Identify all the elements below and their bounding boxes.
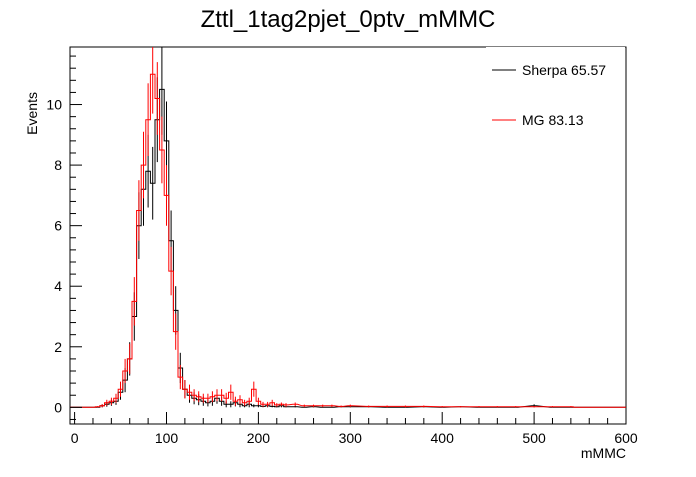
legend-label-sherpa: Sherpa 65.57 (522, 62, 606, 78)
x-axis-title: mMMC (581, 445, 626, 461)
x-tick-label: 0 (71, 430, 79, 446)
x-tick-label: 100 (155, 430, 179, 446)
y-tick-label: 10 (46, 97, 62, 113)
plot-border (69, 46, 627, 425)
x-tick-label: 300 (339, 430, 363, 446)
x-tick-label: 600 (614, 430, 638, 446)
series-line-1 (70, 73, 626, 408)
chart-title: Zttl_1tag2pjet_0ptv_mMMC (201, 6, 496, 33)
y-tick-label: 2 (54, 339, 62, 355)
y-tick-label: 4 (54, 278, 62, 294)
x-tick-label: 500 (522, 430, 546, 446)
x-tick-label: 200 (247, 430, 271, 446)
y-axis-title: Events (24, 92, 40, 135)
x-tick-label: 400 (431, 430, 455, 446)
y-tick-label: 0 (54, 399, 62, 415)
legend: Sherpa 65.57 MG 83.13 (486, 47, 625, 151)
legend-box (486, 47, 625, 151)
y-tick-label: 6 (54, 218, 62, 234)
y-tick-label: 8 (54, 157, 62, 173)
series-1 (70, 47, 626, 408)
axis-layer: 0 100 200 300 400 500 600 0 2 4 6 8 10 (46, 55, 638, 446)
series-layer (70, 47, 626, 408)
legend-label-mg: MG 83.13 (522, 112, 584, 128)
plot-frame (69, 46, 627, 425)
